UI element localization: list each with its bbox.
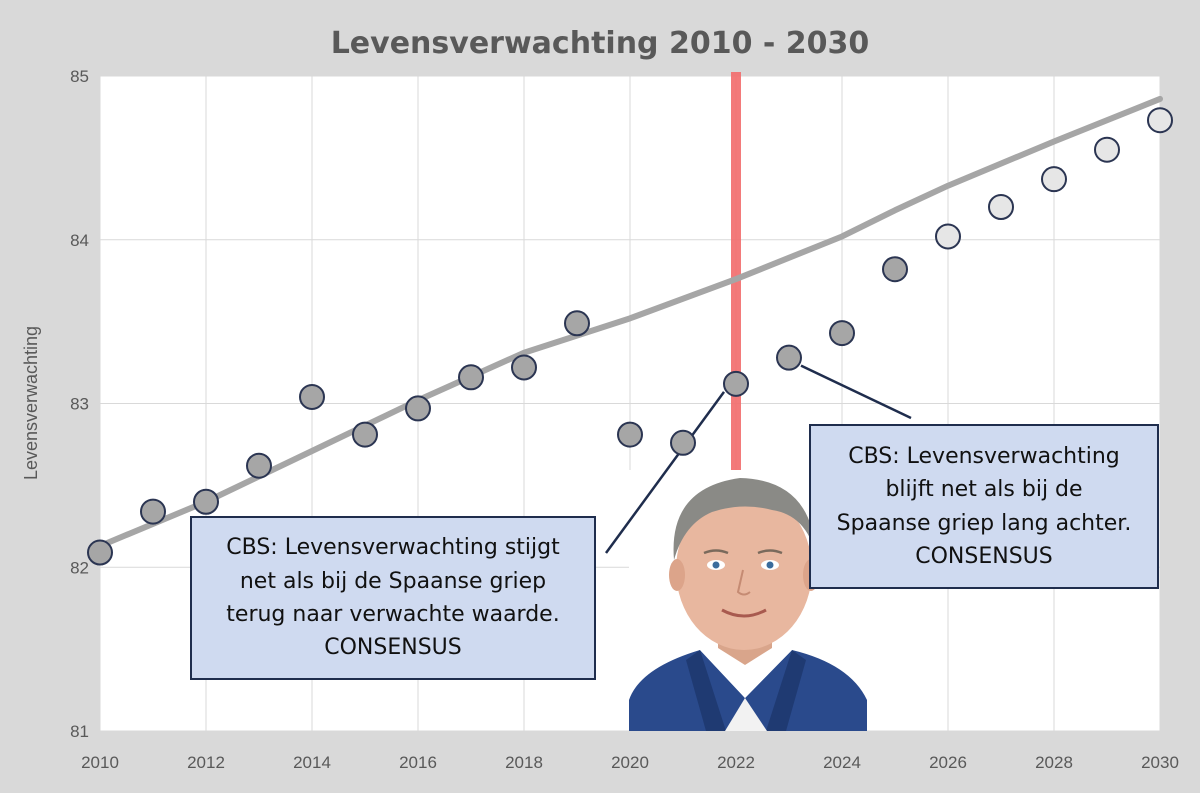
data-point [564,310,590,337]
callout-left: CBS: Levensverwachting stijgt net als bi… [190,516,596,680]
data-point [882,256,908,283]
x-tick-label: 2030 [1141,753,1179,772]
y-tick-label: 81 [70,722,89,741]
y-tick-label: 85 [70,67,89,86]
callout-left-line: terug naar verwachte waarde. [226,602,560,627]
callout-right-line: Spaanse griep lang achter. [836,510,1132,536]
x-tick-label: 2024 [823,753,861,772]
data-point [776,344,802,371]
callout-right-line: CONSENSUS [915,543,1053,569]
projected-point [1147,107,1173,134]
callout-right-connector [800,364,912,420]
callout-connectors [604,364,912,554]
data-point [405,395,431,422]
data-point [193,488,219,515]
projected-point [988,194,1014,220]
callout-left-line: net als bij de Spaanse griep [239,568,547,594]
projected-point [1094,136,1120,163]
projected-point [935,223,961,250]
x-tick-label: 2010 [81,753,119,772]
x-tick-label: 2014 [293,753,331,772]
callout-right-line: blijft net als bij de [885,477,1083,503]
x-tick-label: 2016 [399,753,437,772]
x-axis-ticks: 2010 2012 2014 2016 2018 2020 2022 2024 2026 2028… [81,753,1179,772]
projected-point [1041,166,1067,193]
reference-line-2022 [731,72,741,731]
data-point [670,429,696,456]
y-axis-label: Levensverwachting [21,326,41,480]
data-point [352,421,378,448]
data-point [246,452,272,479]
y-axis-ticks: 81 82 83 84 85 [70,67,89,741]
data-point [140,498,166,525]
x-tick-label: 2026 [929,753,967,772]
callout-left-line: CONSENSUS [324,635,462,661]
data-point [617,421,643,448]
x-tick-label: 2018 [505,753,543,772]
data-point [723,370,749,397]
data-point [829,320,855,347]
data-point [87,539,113,566]
x-tick-label: 2022 [717,753,755,772]
callout-left-connector [604,391,726,554]
data-point [458,364,484,391]
callout-right-line: CBS: Levensverwachting [848,443,1120,469]
x-tick-label: 2020 [611,753,649,772]
x-tick-label: 2012 [187,753,225,772]
x-tick-label: 2028 [1035,753,1073,772]
reference-line-layer [731,72,741,731]
y-tick-label: 83 [70,395,89,414]
trend-line-layer [97,95,1163,549]
data-point [299,383,325,410]
y-tick-label: 82 [70,558,89,577]
data-point [511,354,537,381]
trend-line [97,95,1163,549]
callout-right: CBS: Levensverwachting blijft net als bi… [809,424,1159,589]
portrait-photo [629,470,867,731]
y-tick-label: 84 [70,231,89,250]
chart-title: Levensverwachting 2010 - 2030 [331,26,870,61]
callout-left-line: CBS: Levensverwachting stijgt [226,535,560,561]
data-points-layer [87,107,1173,566]
